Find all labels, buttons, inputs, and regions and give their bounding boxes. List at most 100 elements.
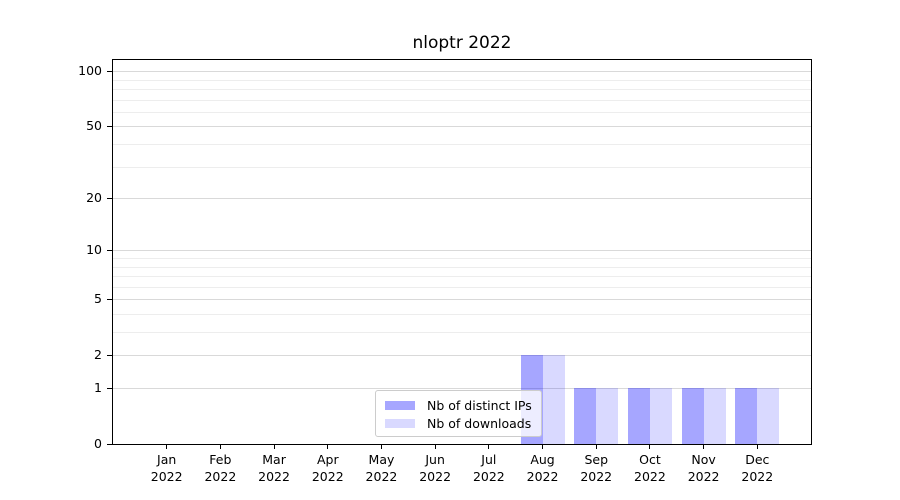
x-tick-label: Jun 2022 bbox=[403, 452, 467, 485]
bar-distinct-ips-oct bbox=[627, 388, 650, 444]
x-tick-mark bbox=[542, 445, 544, 449]
legend-item-downloads: Nb of downloads bbox=[385, 415, 532, 431]
x-tick-year: 2022 bbox=[150, 468, 183, 484]
minor-gridline bbox=[113, 286, 811, 288]
major-gridline bbox=[113, 250, 811, 252]
y-tick-label: 0 bbox=[94, 436, 102, 451]
plot-area bbox=[112, 59, 812, 445]
x-tick-label: Jul 2022 bbox=[457, 452, 521, 485]
bar-distinct-ips-nov bbox=[681, 388, 704, 444]
minor-gridline bbox=[113, 99, 811, 101]
x-tick-mark bbox=[273, 445, 275, 449]
minor-gridline bbox=[113, 257, 811, 259]
bar-distinct-ips-sep bbox=[574, 388, 597, 444]
minor-gridline bbox=[113, 144, 811, 145]
x-tick-mark bbox=[327, 445, 329, 449]
x-tick-label: Dec 2022 bbox=[725, 452, 789, 485]
x-tick-label: May 2022 bbox=[349, 452, 413, 485]
minor-gridline bbox=[113, 166, 811, 168]
x-tick-year: 2022 bbox=[526, 468, 559, 484]
x-tick-year: 2022 bbox=[741, 468, 774, 484]
major-gridline bbox=[113, 126, 811, 128]
x-tick-label: Aug 2022 bbox=[511, 452, 575, 485]
y-tick-label: 50 bbox=[86, 118, 102, 134]
x-tick-month: Sep bbox=[584, 452, 608, 467]
bar-downloads-oct bbox=[649, 388, 672, 444]
x-tick-year: 2022 bbox=[365, 468, 398, 484]
legend-label-downloads: Nb of downloads bbox=[427, 415, 532, 431]
major-gridline bbox=[113, 198, 811, 200]
x-tick-mark bbox=[380, 445, 382, 449]
x-tick-mark bbox=[703, 445, 705, 449]
x-tick-mark bbox=[434, 445, 436, 449]
major-gridline bbox=[113, 388, 811, 389]
y-tick-mark bbox=[107, 444, 113, 445]
x-tick-year: 2022 bbox=[580, 468, 613, 484]
x-tick-month: Jan bbox=[157, 452, 177, 467]
x-tick-mark bbox=[756, 445, 758, 449]
legend: Nb of distinct IPs Nb of downloads bbox=[375, 390, 542, 437]
minor-gridline bbox=[113, 266, 811, 268]
minor-gridline bbox=[113, 79, 811, 81]
bar-downloads-sep bbox=[596, 388, 619, 444]
x-tick-month: Nov bbox=[691, 452, 716, 467]
bar-downloads-dec bbox=[757, 388, 780, 444]
x-tick-year: 2022 bbox=[634, 468, 666, 484]
y-tick-mark bbox=[107, 250, 113, 252]
y-tick-mark bbox=[107, 198, 113, 200]
y-tick-mark bbox=[107, 355, 113, 357]
x-tick-month: Jul bbox=[481, 452, 497, 467]
x-tick-month: Dec bbox=[745, 452, 770, 467]
minor-gridline bbox=[113, 276, 811, 278]
y-tick-label: 100 bbox=[78, 63, 102, 79]
y-tick-mark bbox=[107, 71, 113, 73]
x-tick-year: 2022 bbox=[687, 468, 720, 484]
x-tick-month: Aug bbox=[530, 452, 555, 467]
x-tick-month: Feb bbox=[209, 452, 232, 467]
legend-label-distinct-ips: Nb of distinct IPs bbox=[427, 397, 532, 413]
x-tick-label: Apr 2022 bbox=[296, 452, 360, 485]
y-tick-label: 2 bbox=[94, 347, 102, 363]
legend-item-distinct-ips: Nb of distinct IPs bbox=[385, 397, 532, 413]
y-tick-mark bbox=[107, 126, 113, 128]
legend-swatch-downloads bbox=[385, 418, 415, 428]
x-tick-year: 2022 bbox=[419, 468, 452, 484]
bar-downloads-aug bbox=[542, 355, 565, 444]
bar-distinct-ips-dec bbox=[735, 388, 758, 444]
x-tick-mark bbox=[488, 445, 490, 449]
x-tick-label: Feb 2022 bbox=[188, 452, 252, 485]
major-gridline bbox=[113, 299, 811, 301]
minor-gridline bbox=[113, 89, 811, 90]
x-tick-label: Jan 2022 bbox=[135, 452, 199, 485]
x-tick-year: 2022 bbox=[258, 468, 290, 484]
x-tick-year: 2022 bbox=[204, 468, 237, 484]
x-tick-mark bbox=[595, 445, 597, 449]
x-tick-month: Mar bbox=[262, 452, 286, 467]
minor-gridline bbox=[113, 111, 811, 113]
x-tick-month: Jun bbox=[425, 452, 445, 467]
x-tick-month: May bbox=[368, 452, 395, 467]
x-tick-label: Oct 2022 bbox=[618, 452, 682, 485]
x-tick-mark bbox=[649, 445, 651, 449]
major-gridline bbox=[113, 355, 811, 357]
y-tick-mark bbox=[107, 388, 113, 389]
minor-gridline bbox=[113, 332, 811, 333]
y-tick-mark bbox=[107, 299, 113, 301]
bar-downloads-nov bbox=[703, 388, 726, 444]
legend-swatch-distinct-ips bbox=[385, 400, 415, 410]
x-tick-year: 2022 bbox=[311, 468, 344, 484]
y-tick-label: 1 bbox=[94, 380, 102, 395]
minor-gridline bbox=[113, 313, 811, 315]
x-tick-year: 2022 bbox=[472, 468, 505, 484]
x-tick-label: Sep 2022 bbox=[564, 452, 628, 485]
x-tick-mark bbox=[166, 445, 168, 449]
y-tick-label: 5 bbox=[94, 291, 102, 307]
x-tick-label: Nov 2022 bbox=[672, 452, 736, 485]
x-tick-month: Apr bbox=[316, 452, 339, 467]
major-gridline bbox=[113, 71, 811, 73]
x-tick-month: Oct bbox=[639, 452, 661, 467]
chart-title: nloptr 2022 bbox=[412, 33, 512, 53]
x-tick-label: Mar 2022 bbox=[242, 452, 306, 485]
y-tick-label: 10 bbox=[86, 242, 102, 258]
